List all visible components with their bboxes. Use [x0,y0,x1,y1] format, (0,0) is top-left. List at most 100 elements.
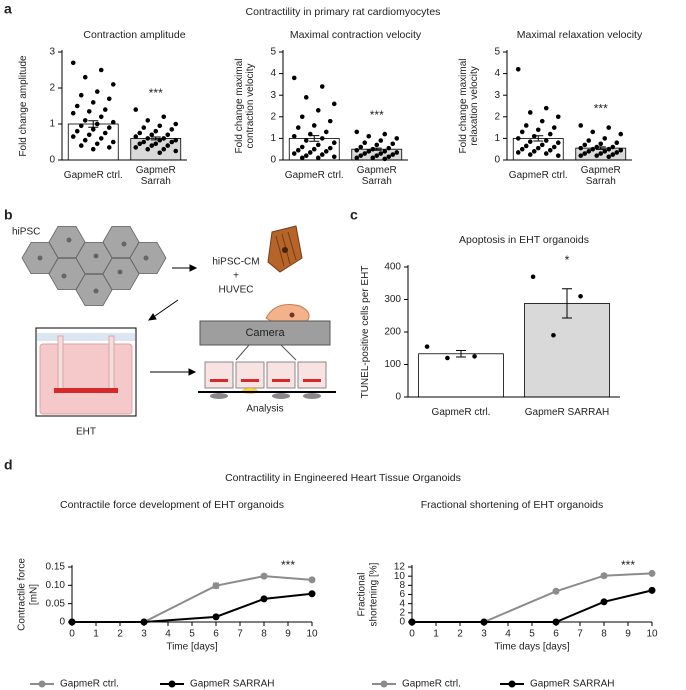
legend-marker [168,680,176,688]
y-axis-label: Fold change maximal relaxation velocity [457,58,481,154]
data-point [354,129,360,135]
data-point [102,130,108,136]
diagram-label: hiPSC-CM [212,257,259,268]
data-point [90,100,96,105]
data-point [149,132,155,138]
y-tick-label: 0.10 [46,580,66,591]
hipsc-colony [21,225,167,307]
x-tick-label: 10 [306,629,318,640]
data-point [547,147,553,153]
y-tick-label: 0 [399,617,405,628]
data-point [291,151,297,156]
series-marker [68,618,76,626]
data-point [543,105,549,111]
data-point [551,125,557,130]
data-point [98,114,104,120]
data-point [382,156,388,162]
data-point [311,123,317,128]
data-point [311,146,317,152]
chart-title: Fractional shortening of EHT organoids [420,498,604,511]
x-tick-label: 7 [577,629,583,640]
y-tick-label: 0.05 [46,598,66,609]
data-point [390,141,396,147]
data-point [555,153,561,158]
legend-marker [508,680,516,688]
data-point [303,95,309,100]
data-point [98,136,104,141]
data-point [86,132,92,138]
data-point [523,123,529,128]
bar [524,302,610,398]
x-tick-label: GapmeR ctrl. [508,170,568,182]
data-point [145,118,151,123]
data-point [366,149,372,154]
data-point [614,150,620,155]
data-point [141,139,147,145]
series-marker [140,618,148,626]
series-marker [260,595,268,603]
x-tick-label: GapmeR Sarrah [580,164,621,188]
diagram-label: hiPSC [12,227,40,238]
data-point [394,150,400,155]
error-bar [371,147,382,151]
chart-title-box: Maximal relaxation velocity [517,29,642,41]
data-point [315,155,321,161]
data-point [82,74,88,80]
data-point [374,153,380,158]
x-tick-label-box: GapmeR ctrl. [63,170,123,182]
data-point [291,75,297,81]
chart-title-box: Contraction amplitude [83,29,185,41]
panel-label: c [350,207,358,223]
data-point [354,155,360,161]
significance: * [565,253,570,267]
data-point [173,148,179,154]
y-axis-label-box: TUNEL-positive cells per EHT [360,266,371,399]
y-tick-label: 1 [494,133,500,144]
data-point [149,143,155,148]
series-marker [600,598,608,606]
x-tick-label: 8 [601,629,607,640]
data-point [366,133,372,139]
data-point [323,149,329,154]
data-point [618,131,624,137]
legend-label: GapmeR ctrl. [402,679,461,690]
data-point [82,137,88,143]
data-point [378,138,384,143]
y-tick-label: 1 [49,119,55,130]
data-point [382,131,388,137]
x-tick-label: GapmeR ctrl. [63,170,123,182]
section-heading: Contractility in Engineered Heart Tissue… [225,472,461,484]
y-axis-label-box: Contractile force [mN] [17,558,40,631]
significance: *** [149,86,163,100]
series-marker [212,613,220,621]
data-point [543,138,549,143]
x-tick-label-box: GapmeR Sarrah [136,165,176,188]
data-point [98,67,104,73]
data-point [555,114,561,120]
data-point [169,127,175,132]
data-point [161,114,167,120]
data-point [299,114,305,120]
data-point [299,155,305,161]
y-tick-label: 3 [49,47,55,58]
data-point [70,110,76,116]
data-point [370,155,376,161]
data-point [70,134,76,139]
data-point [137,130,143,136]
data-point [141,125,147,130]
y-axis-label: Fold change amplitude [18,55,30,157]
legend-marker [380,680,388,688]
significance: *** [594,102,608,116]
data-point [110,82,116,87]
significance: *** [281,558,295,572]
legend-label: GapmeR SARRAH [190,679,274,690]
data-point [145,136,151,141]
data-point [535,127,541,133]
series-marker [552,587,560,595]
data-point [586,138,592,143]
data-point [535,145,541,151]
data-point [74,128,80,134]
x-tick-label: 1 [93,629,99,640]
x-tick-label: 3 [141,629,147,640]
